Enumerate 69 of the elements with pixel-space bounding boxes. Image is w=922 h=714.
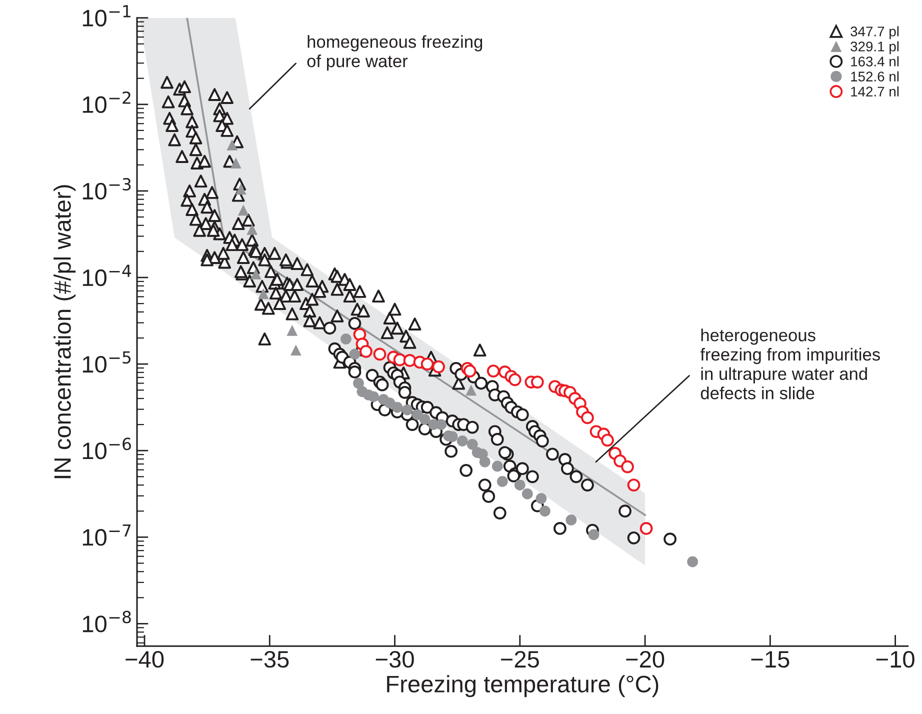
y-tick-label: 10$^{−6}$ [82,438,131,460]
point [238,204,249,216]
x-tick-label: −20 [626,650,664,668]
point [621,460,634,474]
legend-label: 163.4 nl [851,56,899,66]
y-tick-label: 10$^{−3}$ [82,178,131,200]
point [353,378,364,389]
x-tick-label: −40 [126,650,164,668]
line-series [186,18,646,516]
point [463,364,476,378]
point [392,402,403,413]
point [601,434,614,447]
point [640,522,653,535]
y-tick-label: 10$^{−7}$ [82,524,131,546]
point [349,348,360,360]
legend-label: 152.6 nl [851,71,899,82]
point [368,391,379,402]
point [566,514,577,526]
point [508,373,522,386]
x-tick-label: −15 [751,651,790,668]
point [436,419,447,430]
x-axis-title: Freezing temperature (°C) [387,675,658,698]
annotation: homegeneous freezing of pure water [307,35,482,71]
point [456,436,468,446]
point [402,404,413,416]
y-tick-label: 10$^{−8}$ [82,610,131,632]
point [235,184,246,195]
y-tick-label: 10$^{−1}$ [82,5,130,26]
point [258,288,269,300]
annotation: heterogeneous freezing from impurities in ultrapure water and defects in slide [700,328,880,400]
y-tick-label: 10$^{−2}$ [82,91,130,114]
point [687,556,698,568]
legend-label: 329.1 pl [850,41,899,54]
x-tick-label: −30 [376,650,414,668]
point [466,438,478,450]
point [286,324,298,336]
point [530,376,544,388]
point [403,354,416,367]
x-tick-label: −25 [501,650,539,668]
point [581,411,594,424]
point [419,414,430,425]
x-tick-label: −10 [876,650,914,668]
legend-label: 142.7 nl [851,86,899,96]
point [230,158,242,169]
y-tick-label: 10$^{−4}$ [82,264,132,286]
legend-label: 347.7 pl [850,26,899,40]
point [539,506,550,517]
y-tick-label: 10$^{−5}$ [82,351,131,373]
point [360,344,372,358]
point [246,224,258,235]
point [226,139,238,150]
point [627,478,640,492]
point [340,333,352,344]
point [522,488,533,500]
point [486,364,500,378]
point [514,480,526,491]
point [492,460,503,472]
point [496,476,508,487]
x-tick-label: −35 [250,650,289,668]
point [536,492,547,504]
point [432,360,446,374]
point [290,344,302,356]
point [588,529,600,540]
point [420,358,434,370]
point [250,268,262,280]
point [466,384,477,396]
y-axis-title: IN concentration (#/pl water) [54,185,76,478]
point [479,456,490,468]
point [373,348,386,361]
